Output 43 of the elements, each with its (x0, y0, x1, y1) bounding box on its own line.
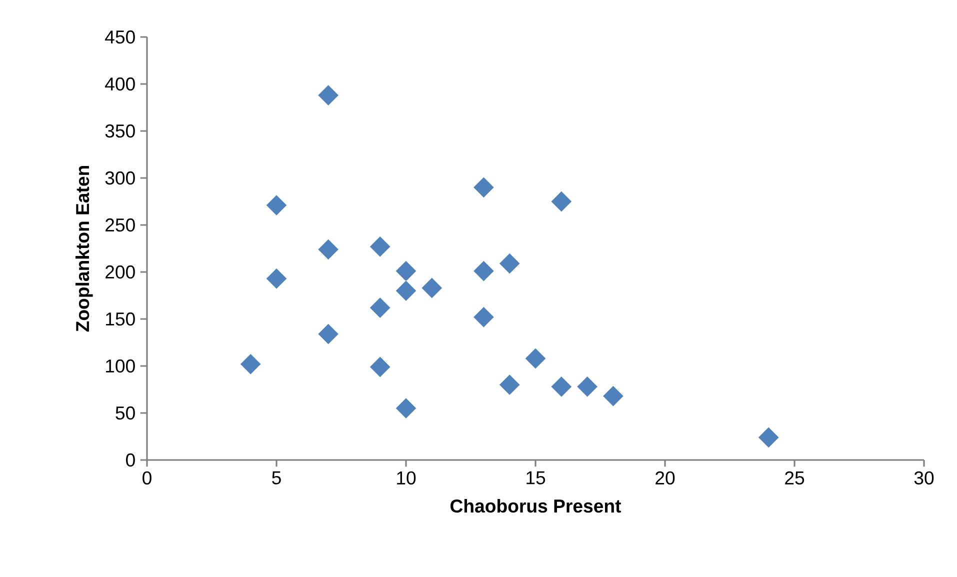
y-tick-label: 300 (105, 171, 135, 185)
x-tick-label: 20 (656, 471, 675, 485)
x-tick-label: 25 (785, 471, 804, 485)
x-tick-label: 15 (526, 471, 546, 484)
point (473, 260, 494, 282)
point (499, 374, 520, 396)
point (473, 176, 494, 198)
x-axis-title: Chaoborus Present (450, 498, 622, 513)
y-tick-label: 200 (106, 265, 135, 279)
point (758, 426, 780, 448)
point (524, 348, 546, 370)
point (318, 238, 339, 260)
x-tick-label: 0 (142, 471, 152, 485)
y-axis-title: Zooplankton Eaten (75, 166, 93, 332)
y-tick-label: 100 (106, 359, 135, 373)
point (576, 376, 598, 398)
point (550, 376, 572, 398)
point (370, 236, 391, 258)
point (370, 356, 391, 378)
point (370, 297, 391, 318)
y-tick-label: 400 (105, 77, 135, 91)
point (318, 84, 339, 106)
y-tick-label: 350 (105, 124, 135, 138)
point (240, 354, 262, 375)
y-tick-label: 50 (116, 406, 135, 420)
point (395, 398, 417, 419)
y-tick-label: 250 (106, 218, 135, 232)
x-tick-label: 5 (272, 471, 281, 484)
point (550, 190, 572, 212)
point (395, 280, 417, 302)
y-tick-label: 150 (106, 312, 135, 326)
point (421, 277, 442, 299)
x-tick-label: 30 (914, 471, 934, 485)
point (266, 194, 288, 216)
point (318, 323, 339, 345)
point (395, 260, 417, 282)
point (499, 252, 520, 274)
x-tick-label: 10 (397, 471, 416, 485)
point (266, 268, 288, 290)
point (602, 386, 624, 407)
point (473, 306, 494, 328)
y-tick-label: 0 (126, 453, 135, 467)
y-tick-label: 450 (105, 30, 135, 44)
